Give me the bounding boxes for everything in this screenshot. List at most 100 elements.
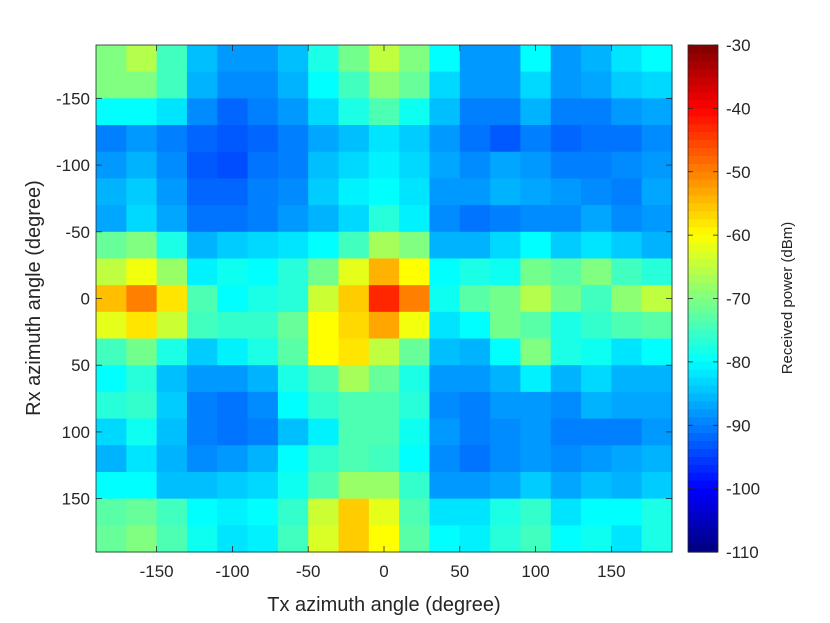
heatmap-cell — [338, 525, 370, 553]
heatmap-cell — [247, 365, 279, 393]
heatmap-cell — [156, 71, 188, 99]
heatmap-cell — [277, 365, 309, 393]
x-tick-label: 0 — [379, 562, 388, 581]
heatmap-cell — [490, 525, 522, 553]
colorbar-band — [688, 60, 718, 70]
heatmap-cell — [217, 258, 249, 286]
heatmap-cell — [550, 418, 582, 446]
heatmap-cell — [217, 391, 249, 420]
heatmap-cell — [459, 71, 491, 99]
heatmap-cell — [611, 391, 643, 420]
colorbar-band — [688, 203, 718, 212]
heatmap-cell — [308, 205, 340, 233]
heatmap-cell — [641, 498, 673, 526]
heatmap-cell — [217, 205, 249, 233]
heatmap-cell — [96, 231, 127, 260]
heatmap-cell — [399, 258, 431, 286]
colorbar-band — [688, 361, 718, 371]
heatmap-cell — [581, 525, 612, 553]
colorbar-band — [688, 108, 718, 117]
heatmap-cell — [368, 418, 400, 446]
heatmap-cell — [399, 125, 431, 153]
heatmap-cell — [429, 45, 461, 73]
heatmap-cell — [96, 178, 127, 206]
heatmap-cell — [611, 498, 643, 526]
colorbar-band — [688, 488, 718, 498]
heatmap-cell — [338, 151, 370, 180]
heatmap-cell — [156, 391, 188, 420]
heatmap-cell — [247, 98, 279, 126]
heatmap-cell — [459, 285, 491, 313]
heatmap-cell — [399, 285, 431, 313]
heatmap-cell — [126, 365, 158, 393]
heatmap-cell — [96, 258, 127, 286]
heatmap-cell — [186, 231, 218, 260]
heatmap-cell — [641, 205, 673, 233]
heatmap-cell — [490, 365, 522, 393]
heatmap-cell — [308, 231, 340, 260]
colorbar-band — [688, 155, 718, 165]
heatmap-cell — [429, 418, 461, 446]
heatmap-cell — [581, 258, 612, 286]
heatmap-cell — [156, 471, 188, 500]
heatmap-cell — [156, 311, 188, 340]
heatmap-cell — [156, 258, 188, 286]
heatmap-cell — [550, 391, 582, 420]
heatmap-cell — [338, 178, 370, 206]
x-axis-ticks: -150 -100 -50 0 50 100 150 — [140, 45, 626, 581]
heatmap-cell — [520, 338, 552, 366]
heatmap-cell — [308, 151, 340, 180]
heatmap-cell — [459, 178, 491, 206]
colorbar-band — [688, 171, 718, 181]
heatmap-cell — [429, 498, 461, 526]
heatmap-cell — [338, 125, 370, 153]
heatmap-cell — [611, 365, 643, 393]
heatmap-cell — [338, 285, 370, 313]
heatmap-cell — [490, 418, 522, 446]
colorbar-ticks: -30 -40 -50 -60 -70 -80 -90 -100 -110 — [688, 36, 760, 562]
colorbar-tick-label: -70 — [726, 290, 751, 309]
heatmap-cell — [186, 338, 218, 366]
heatmap-cell — [368, 258, 400, 286]
colorbar-tick-label: -30 — [726, 36, 751, 55]
heatmap-cell — [581, 338, 612, 366]
y-tick-label: 150 — [62, 490, 90, 509]
heatmap-cell — [368, 391, 400, 420]
heatmap-cell — [368, 311, 400, 340]
heatmap-cell — [217, 445, 249, 473]
heatmap-cell — [277, 498, 309, 526]
colorbar-band — [688, 306, 718, 315]
heatmap-cell — [338, 311, 370, 340]
heatmap-cell — [186, 205, 218, 233]
heatmap-cell — [520, 205, 552, 233]
heatmap-cell — [156, 418, 188, 446]
heatmap-cell — [429, 151, 461, 180]
heatmap-cell — [429, 445, 461, 473]
heatmap-cell — [368, 285, 400, 313]
heatmap-cell — [368, 125, 400, 153]
heatmap-cell — [308, 498, 340, 526]
heatmap-cell — [399, 391, 431, 420]
heatmap-cell — [459, 205, 491, 233]
y-axis-ticks: -150 -100 -50 0 50 100 150 — [56, 89, 672, 509]
heatmap-cell — [96, 71, 127, 99]
heatmap-cell — [308, 178, 340, 206]
heatmap-cell — [217, 365, 249, 393]
heatmap-cell — [277, 445, 309, 473]
heatmap-cell — [490, 205, 522, 233]
heatmap-cell — [96, 445, 127, 473]
colorbar-tick-label: -110 — [726, 543, 759, 562]
heatmap-cell — [96, 98, 127, 126]
heatmap-cell — [459, 498, 491, 526]
heatmap-cell — [186, 365, 218, 393]
colorbar-band — [688, 496, 718, 506]
colorbar-band — [688, 544, 718, 553]
heatmap-cell — [277, 71, 309, 99]
colorbar-band — [688, 116, 718, 125]
heatmap-cell — [338, 205, 370, 233]
heatmap-cell — [429, 311, 461, 340]
heatmap-cell — [429, 391, 461, 420]
colorbar-band — [688, 417, 718, 426]
heatmap-cell — [247, 205, 279, 233]
heatmap-cell — [490, 231, 522, 260]
